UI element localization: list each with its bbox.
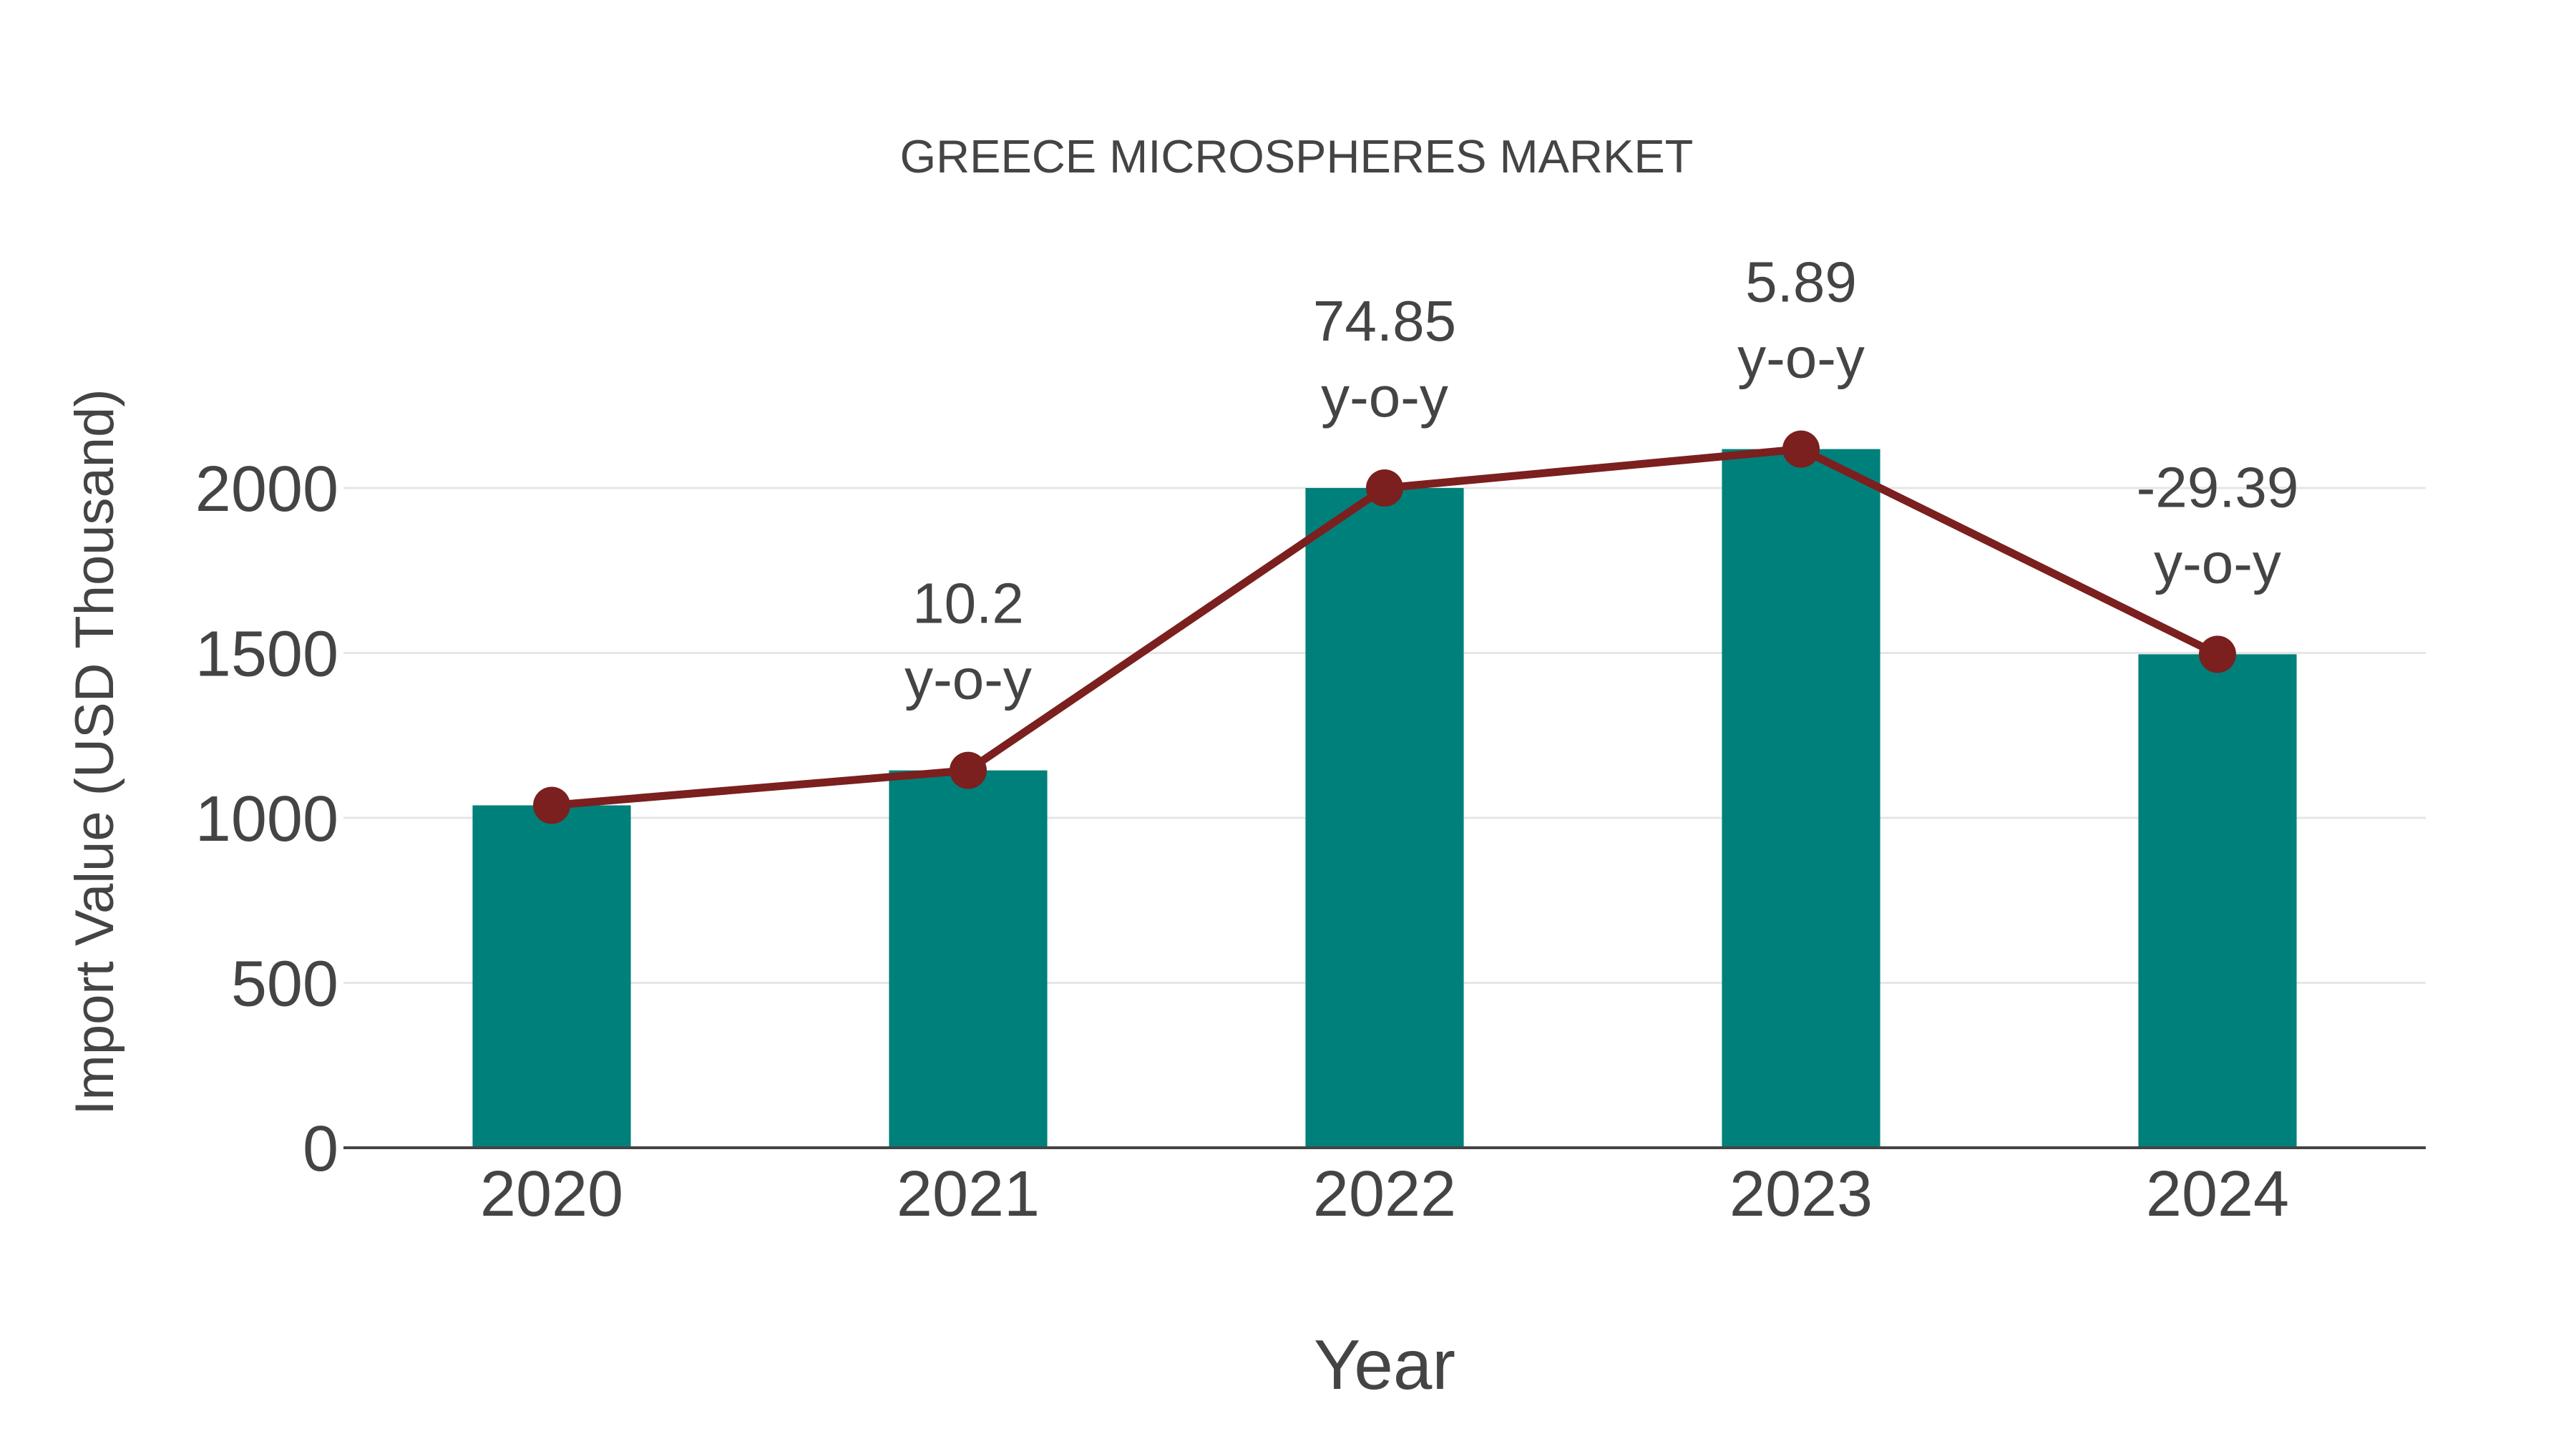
x-axis-title: Year: [1314, 1325, 1455, 1404]
yoy-suffix: y-o-y: [1737, 326, 1865, 390]
annotation-2022: 74.85 y-o-y: [1313, 289, 1456, 429]
x-tick-label: 2021: [897, 1158, 1040, 1230]
yoy-value: 74.85: [1313, 289, 1456, 353]
marker-2023: [1782, 430, 1820, 468]
yoy-suffix: y-o-y: [904, 648, 1032, 711]
yoy-value: 5.89: [1745, 250, 1857, 314]
annotation-2024: -29.39 y-o-y: [2137, 455, 2299, 595]
x-axis-ticks: 2020 2021 2022 2023 2024: [480, 1158, 2289, 1230]
y-tick-label: 0: [303, 1113, 338, 1185]
x-tick-label: 2024: [2146, 1158, 2289, 1230]
y-tick-label: 1500: [195, 619, 338, 691]
bar-series: [472, 449, 2297, 1148]
yoy-value: -29.39: [2137, 455, 2299, 519]
x-tick-label: 2022: [1313, 1158, 1456, 1230]
yoy-suffix: y-o-y: [1321, 365, 1448, 429]
yoy-value: 10.2: [912, 572, 1024, 635]
marker-2021: [950, 751, 987, 789]
annotation-2021: 10.2 y-o-y: [904, 572, 1032, 711]
x-tick-label: 2020: [480, 1158, 623, 1230]
line-series: [533, 430, 2236, 824]
y-tick-label: 1000: [195, 784, 338, 855]
y-axis-title: Import Value (USD Thousand): [64, 389, 125, 1115]
annotation-2023: 5.89 y-o-y: [1737, 250, 1865, 390]
y-tick-label: 2000: [195, 454, 338, 525]
x-tick-label: 2023: [1729, 1158, 1873, 1230]
chart-title: GREECE MICROSPHERES MARKET: [900, 130, 1694, 182]
bar-2022: [1305, 488, 1464, 1148]
marker-2020: [533, 786, 570, 824]
marker-2022: [1366, 469, 1403, 507]
bar-2023: [1722, 449, 1880, 1148]
y-tick-label: 500: [231, 949, 338, 1020]
bar-2021: [889, 770, 1048, 1148]
y-axis-ticks: 0 500 1000 1500 2000: [195, 454, 338, 1185]
yoy-annotations: 10.2 y-o-y 74.85 y-o-y 5.89 y-o-y -29.39 y-o-y: [904, 250, 2298, 711]
bar-2020: [472, 805, 631, 1148]
marker-2024: [2199, 635, 2236, 673]
yoy-suffix: y-o-y: [2154, 531, 2281, 595]
bar-2024: [2138, 654, 2297, 1148]
